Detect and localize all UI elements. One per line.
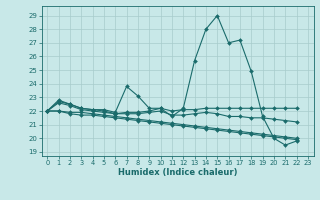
X-axis label: Humidex (Indice chaleur): Humidex (Indice chaleur) [118,168,237,177]
